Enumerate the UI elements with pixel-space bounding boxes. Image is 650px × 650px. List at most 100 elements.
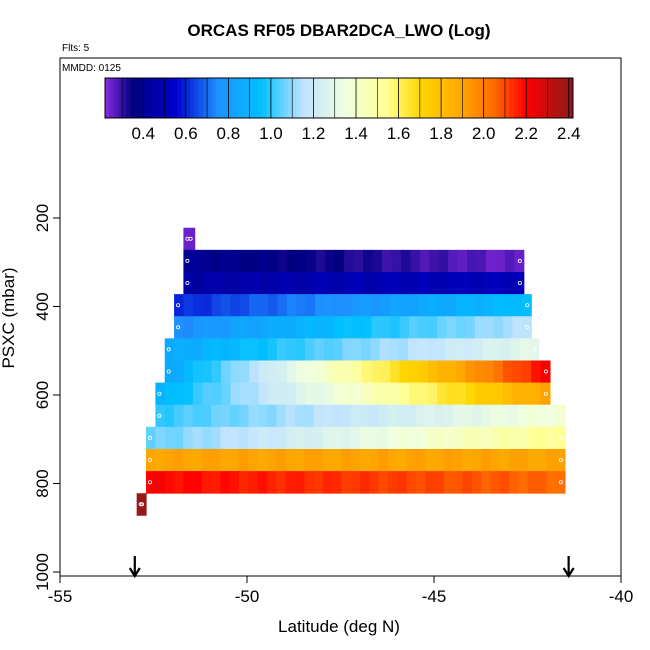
heatmap-cell <box>514 249 525 273</box>
heatmap-cell <box>490 426 501 450</box>
heatmap-cell <box>286 382 297 406</box>
sample-point <box>185 258 190 263</box>
colorbar-swatch <box>521 78 527 118</box>
heatmap-cell <box>380 316 391 339</box>
heatmap-cell <box>512 294 523 317</box>
sample-point <box>147 435 152 440</box>
heatmap-cell <box>220 426 231 450</box>
heatmap-cell <box>268 294 279 317</box>
heatmap-cell <box>164 360 175 384</box>
heatmap-cell <box>183 471 194 494</box>
heatmap-cell <box>448 249 459 273</box>
heatmap-cell <box>305 294 316 317</box>
heatmap-cell <box>425 426 436 450</box>
heatmap-cell <box>499 404 510 428</box>
x-tick-label: -55 <box>48 587 73 606</box>
colorbar-swatch <box>483 78 489 118</box>
heatmap-cell <box>183 249 194 273</box>
heatmap-cell <box>378 426 389 450</box>
heatmap-cell <box>540 360 551 384</box>
heatmap-cell <box>474 294 485 317</box>
flight-marker-arrow <box>128 556 141 579</box>
heatmap-cell <box>201 404 212 428</box>
heatmap-cell <box>341 471 352 494</box>
colorbar-swatch <box>419 78 425 118</box>
heatmap-cell <box>418 294 429 317</box>
colorbar-swatch <box>207 78 212 118</box>
heatmap-cell <box>521 382 532 406</box>
colorbar-swatch <box>292 78 297 118</box>
heatmap-cell <box>495 271 506 295</box>
heatmap-cell <box>351 338 362 361</box>
colorbar-swatch <box>504 78 510 118</box>
heatmap-cell <box>499 426 510 450</box>
heatmap-cell <box>454 338 465 361</box>
colorbar-swatch <box>245 78 251 118</box>
colorbar-swatch <box>147 78 153 118</box>
heatmap-cell <box>257 404 268 428</box>
heatmap-cell <box>484 294 495 317</box>
heatmap-cell <box>518 448 529 472</box>
sample-point <box>185 280 190 285</box>
heatmap-cell <box>493 382 504 406</box>
heatmap-cell <box>379 338 390 361</box>
heatmap-cell <box>434 404 445 428</box>
heatmap-cell <box>363 271 374 295</box>
heatmap-cell <box>322 404 333 428</box>
heatmap-cell <box>502 360 513 384</box>
heatmap-cell <box>481 404 492 428</box>
heatmap-cell <box>183 448 194 472</box>
heatmap-cell <box>230 294 241 317</box>
x-tick-label: -50 <box>235 587 260 606</box>
heatmap-cell <box>518 426 529 450</box>
heatmap-cell <box>240 249 251 273</box>
y-tick-label: 200 <box>33 204 52 232</box>
heatmap-cell <box>192 294 203 317</box>
heatmap-cell <box>220 338 231 361</box>
heatmap-cell <box>296 382 307 406</box>
colorbar-swatch <box>160 78 166 118</box>
heatmap-cell <box>294 471 305 494</box>
heatmap-cell <box>397 471 408 494</box>
heatmap-cell <box>294 426 305 450</box>
heatmap-cell <box>221 382 232 406</box>
heatmap-cell <box>443 426 454 450</box>
heatmap-cell <box>268 382 279 406</box>
heatmap-cell <box>276 448 287 472</box>
heatmap-cell <box>485 271 496 295</box>
colorbar-swatch <box>428 78 434 118</box>
heatmap-cell <box>369 404 380 428</box>
colorbar-swatch <box>317 78 323 118</box>
heatmap-cell <box>434 448 445 472</box>
heatmap-cell <box>285 426 296 450</box>
heatmap-cell <box>509 404 519 428</box>
heatmap-cell <box>503 294 514 317</box>
heatmap-cell <box>211 249 222 273</box>
heatmap-cell <box>305 382 316 406</box>
sample-point <box>558 457 563 462</box>
heatmap-cell <box>146 471 156 494</box>
colorbar-swatch <box>105 78 110 118</box>
flight-marker-arrow <box>562 556 575 579</box>
heatmap-cell <box>360 426 371 450</box>
heatmap-cell <box>521 316 532 339</box>
heatmap-cell <box>397 404 408 428</box>
heatmap-cell <box>456 294 467 317</box>
heatmap-cell <box>388 448 398 472</box>
heatmap-cell <box>315 249 326 273</box>
colorbar-swatch <box>360 78 366 118</box>
heatmap-cell <box>324 294 335 317</box>
heatmap-cell <box>342 338 353 361</box>
arrow-head <box>562 567 575 579</box>
heatmap-cell <box>192 249 203 273</box>
heatmap-cell <box>192 382 203 406</box>
heatmap-cell <box>465 316 476 339</box>
heatmap-cell <box>192 360 203 384</box>
heatmap-cell <box>434 471 445 494</box>
heatmap-cell <box>446 294 457 317</box>
heatmap-cell <box>333 294 344 317</box>
heatmap-cell <box>344 249 355 273</box>
heatmap-cell <box>295 338 306 361</box>
heatmap-cell <box>380 294 391 317</box>
colorbar-swatch <box>164 78 170 118</box>
